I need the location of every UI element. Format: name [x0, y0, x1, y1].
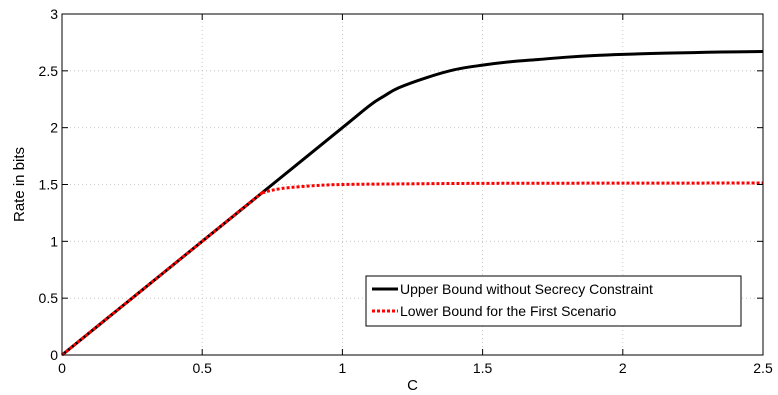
y-tick-label: 2 [50, 120, 58, 136]
x-tick-label: 1 [339, 360, 347, 376]
x-tick-label: 0.5 [192, 360, 212, 376]
x-axis-label: C [407, 377, 418, 394]
series-line-2 [61, 181, 764, 357]
series-line-1 [61, 50, 764, 357]
y-tick-label: 2.5 [39, 63, 59, 79]
legend-label-1: Upper Bound without Secrecy Constraint [400, 281, 653, 297]
y-tick-label: 0 [50, 347, 58, 363]
legend: Upper Bound without Secrecy Constraint Lo… [365, 275, 742, 327]
ticks: 0 0.5 1 1.5 2 2.5 0 0.5 1 1.5 2 2.5 3 [39, 6, 773, 376]
y-tick-label: 1.5 [39, 177, 59, 193]
y-tick-label: 0.5 [39, 290, 59, 306]
legend-box [365, 275, 742, 327]
legend-label-2: Lower Bound for the First Scenario [400, 303, 617, 319]
series-layer [61, 50, 764, 357]
x-tick-label: 2.5 [753, 360, 773, 376]
x-tick-label: 0 [58, 360, 66, 376]
x-tick-label: 1.5 [473, 360, 493, 376]
y-tick-label: 3 [50, 6, 58, 22]
y-tick-label: 1 [50, 233, 58, 249]
x-tick-label: 2 [619, 360, 627, 376]
y-axis-label: Rate in bits [11, 147, 28, 222]
